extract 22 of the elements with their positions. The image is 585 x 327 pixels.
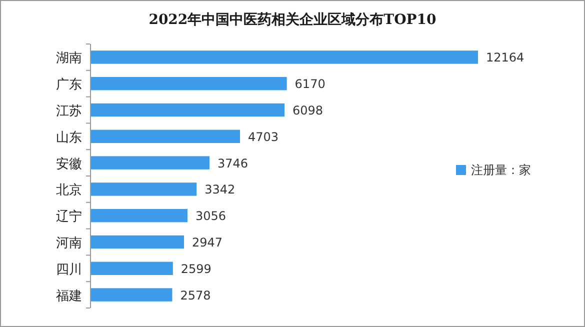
- data-label: 4703: [248, 130, 279, 144]
- y-tick-label: 广东: [56, 78, 82, 93]
- data-label: 2599: [180, 262, 212, 276]
- y-tick-label: 山东: [56, 130, 82, 146]
- y-tick-label: 辽宁: [56, 208, 82, 225]
- data-label: 3342: [204, 182, 236, 197]
- legend-label: 注册量：家: [471, 163, 531, 177]
- y-tick-label: 湖南: [56, 51, 82, 66]
- y-tick-label: 河南: [56, 236, 82, 251]
- data-label: 3056: [195, 209, 226, 224]
- y-tick-label: 江苏: [56, 104, 82, 119]
- data-label: 6170: [294, 77, 326, 92]
- y-tick-label: 福建: [56, 288, 82, 304]
- data-label: 2578: [180, 288, 211, 302]
- y-tick-label: 安徽: [56, 156, 82, 172]
- data-label: 6098: [292, 104, 324, 118]
- data-label: 12164: [486, 50, 524, 65]
- data-label: 3746: [217, 156, 248, 170]
- title: 2022年中国中医药相关企业区域分布TOP10: [148, 12, 436, 28]
- data-label: 2947: [192, 236, 223, 250]
- y-tick-label: 北京: [56, 183, 82, 198]
- y-tick-label: 四川: [56, 262, 82, 278]
